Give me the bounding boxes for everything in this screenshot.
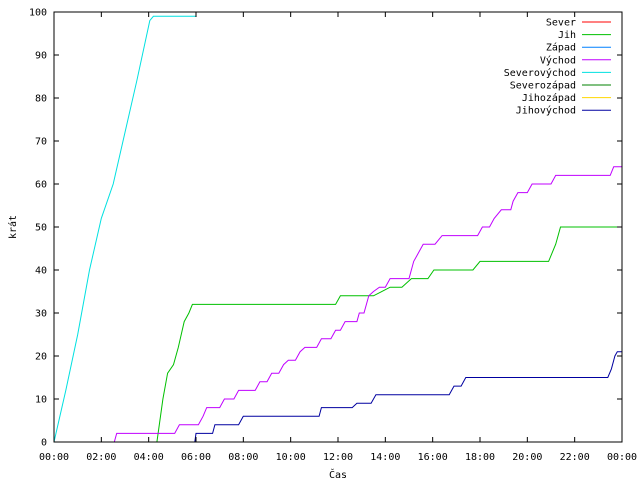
- x-tick-label-6: 12:00: [323, 452, 353, 463]
- legend-label-1: Jih: [558, 30, 576, 41]
- y-tick-label-4: 40: [35, 266, 47, 277]
- x-tick-label-4: 08:00: [228, 452, 258, 463]
- x-tick-label-2: 04:00: [134, 452, 164, 463]
- tick-layer: 0 10 20 30 40 50 60 70 80 90 100 00:00 02:00 04:00 06:…: [29, 8, 637, 464]
- x-tick-label-1: 02:00: [86, 452, 116, 463]
- x-tick-label-9: 18:00: [465, 452, 495, 463]
- legend-label-6: Jihozápad: [522, 92, 576, 104]
- legend-label-2: Západ: [546, 42, 576, 54]
- y-tick-label-6: 60: [35, 180, 47, 191]
- series-layer: [53, 15, 622, 443]
- x-tick-label-0: 00:00: [39, 452, 69, 463]
- x-tick-label-5: 10:00: [276, 452, 306, 463]
- x-tick-label-11: 22:00: [560, 452, 590, 463]
- legend-label-4: Severovýchod: [504, 67, 576, 79]
- y-tick-label-0: 0: [41, 438, 47, 449]
- y-tick-label-2: 20: [35, 352, 47, 363]
- y-tick-label-10: 100: [29, 8, 47, 19]
- y-axis-title: krát: [7, 215, 19, 239]
- legend-label-7: Jihovýchod: [516, 105, 576, 117]
- y-tick-label-1: 10: [35, 395, 47, 406]
- y-tick-label-7: 70: [35, 137, 47, 148]
- y-tick-label-8: 80: [35, 94, 47, 105]
- y-tick-label-3: 30: [35, 309, 47, 320]
- legend-label-0: Sever: [546, 18, 576, 29]
- x-tick-label-12: 00:00: [607, 452, 637, 463]
- x-tick-label-8: 16:00: [418, 452, 448, 463]
- x-axis-title: Čas: [329, 468, 347, 480]
- legend-label-3: Východ: [540, 54, 576, 66]
- x-tick-label-10: 20:00: [512, 452, 542, 463]
- x-tick-label-3: 06:00: [181, 452, 211, 463]
- y-tick-label-9: 90: [35, 51, 47, 62]
- series-line-4: [53, 15, 196, 443]
- y-tick-label-5: 50: [35, 223, 47, 234]
- x-tick-label-7: 14:00: [370, 452, 400, 463]
- series-line-7: [194, 351, 622, 443]
- legend-label-5: Severozápad: [510, 80, 576, 92]
- series-line-1: [156, 226, 622, 443]
- series-line-3: [113, 166, 622, 443]
- legend: SeverJihZápadVýchodSeverovýchodSeverozáp…: [504, 18, 611, 117]
